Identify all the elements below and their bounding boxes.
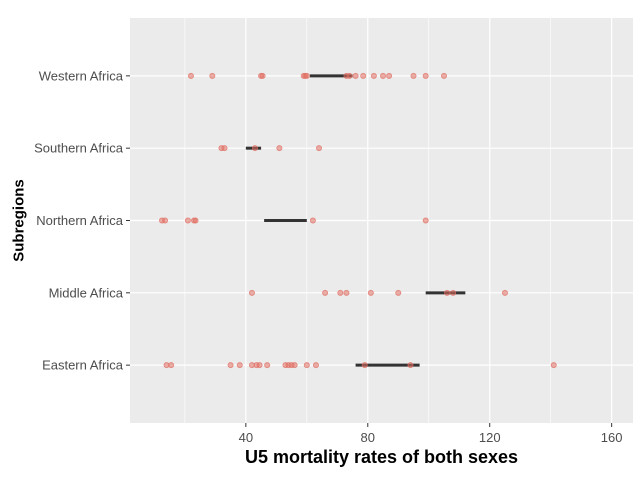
data-points [159, 72, 557, 369]
x-tick-label: 80 [361, 430, 375, 445]
x-tick-label: 40 [239, 430, 253, 445]
y-tick-label: Eastern Africa [42, 358, 124, 373]
data-point [312, 362, 319, 369]
data-point [184, 217, 191, 224]
y-axis-title: Subregions [10, 179, 27, 262]
data-point [322, 289, 329, 296]
y-tick-label: Western Africa [39, 68, 124, 83]
x-axis-title: U5 mortality rates of both sexes [245, 447, 518, 467]
data-point [370, 72, 377, 79]
data-point [361, 362, 368, 369]
data-point [221, 145, 228, 152]
data-point [444, 289, 451, 296]
data-point [256, 362, 263, 369]
data-point [309, 217, 316, 224]
data-point [276, 145, 283, 152]
data-point [501, 289, 508, 296]
data-point [337, 289, 344, 296]
y-tick-label: Middle Africa [49, 285, 124, 300]
data-point [251, 145, 258, 152]
data-point [303, 72, 310, 79]
data-point [352, 72, 359, 79]
data-point [259, 72, 266, 79]
x-tick-label: 160 [601, 430, 623, 445]
y-tick-label: Southern Africa [34, 141, 124, 156]
data-point [316, 145, 323, 152]
data-point [367, 289, 374, 296]
data-point [162, 217, 169, 224]
data-point [303, 362, 310, 369]
data-point [291, 362, 298, 369]
data-point [440, 72, 447, 79]
data-point [422, 72, 429, 79]
data-point [346, 72, 353, 79]
axes: 40 80 120 160 Eastern Africa Middle Africa Nor… [34, 68, 622, 445]
data-point [236, 362, 243, 369]
data-point [395, 289, 402, 296]
data-point [264, 362, 271, 369]
data-point [410, 72, 417, 79]
data-point [192, 217, 199, 224]
data-point [380, 72, 387, 79]
grid-layer [130, 18, 633, 423]
data-point [343, 289, 350, 296]
data-point [407, 362, 414, 369]
data-point [422, 217, 429, 224]
data-point [168, 362, 175, 369]
data-point [550, 362, 557, 369]
y-tick-label: Northern Africa [36, 213, 123, 228]
data-point [386, 72, 393, 79]
data-point [209, 72, 216, 79]
x-tick-label: 120 [479, 430, 501, 445]
data-point [248, 289, 255, 296]
data-point [187, 72, 194, 79]
data-point [360, 72, 367, 79]
data-point [227, 362, 234, 369]
data-point [450, 289, 457, 296]
